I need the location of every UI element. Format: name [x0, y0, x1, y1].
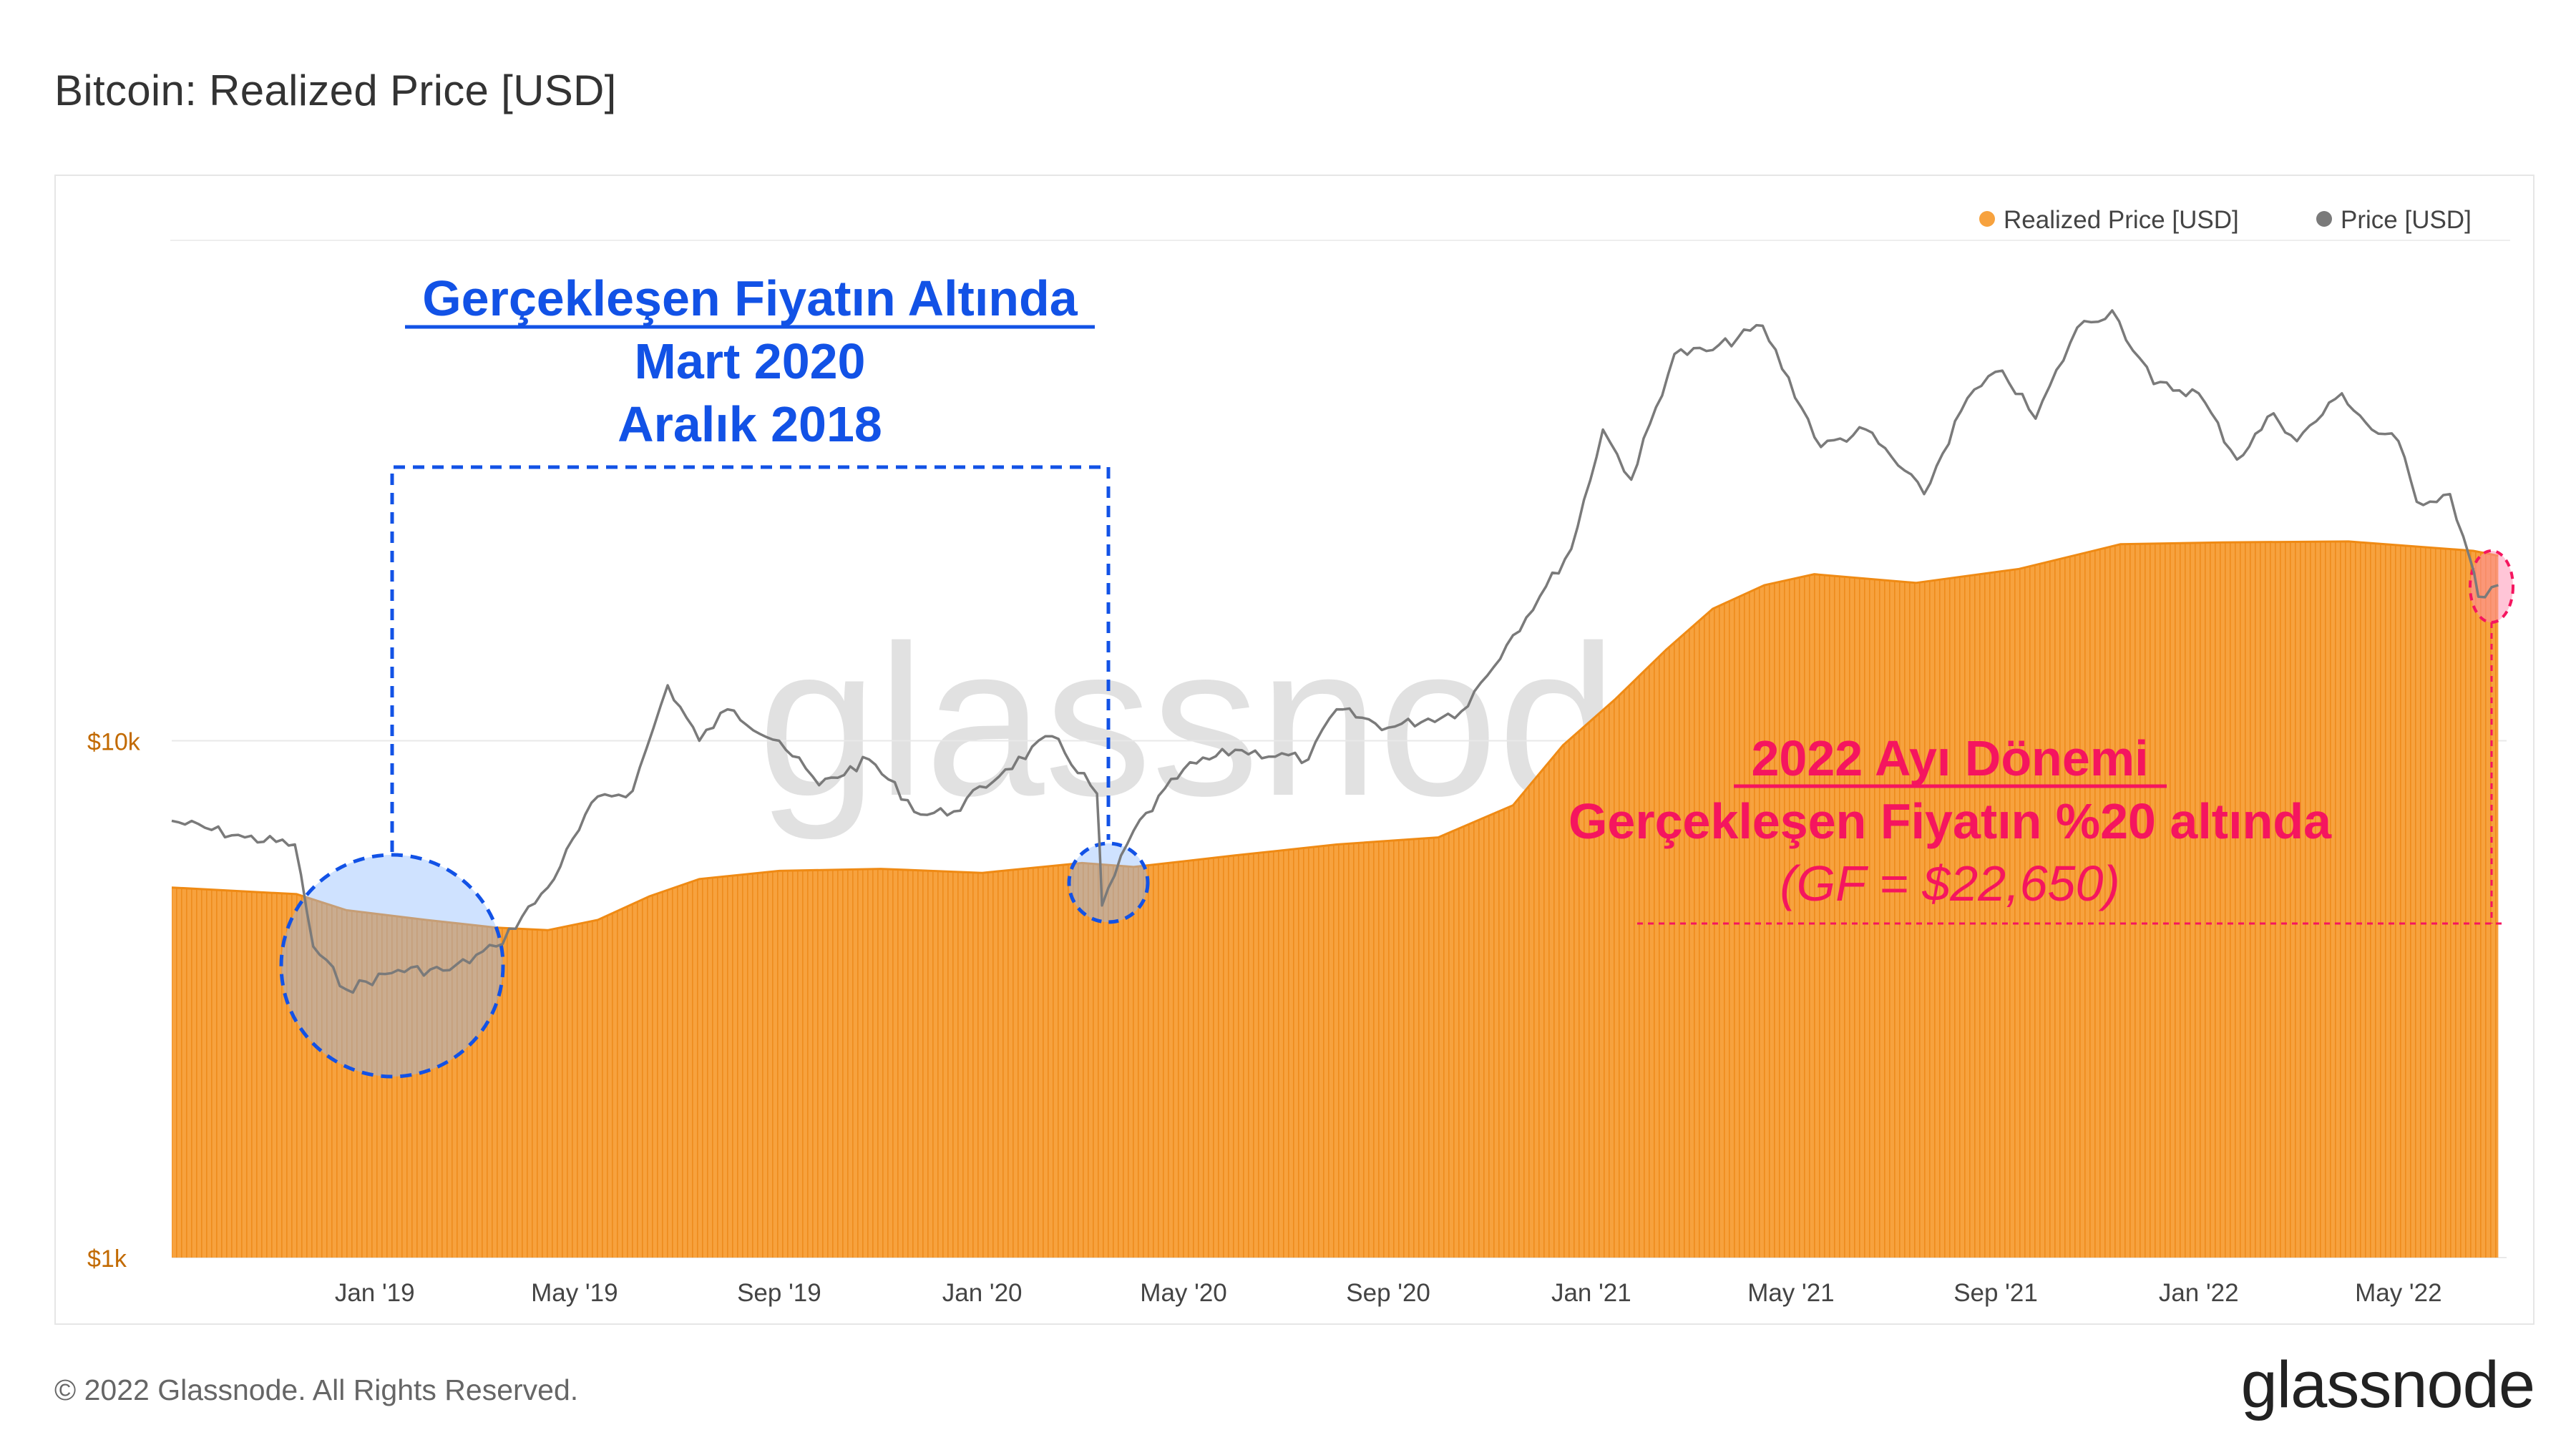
annotation-bracket	[390, 465, 1111, 852]
x-tick-label: Sep '21	[1953, 1279, 2038, 1307]
annotation-right: 2022 Ayı Dönemi Gerçekleşen Fiyatın %20 …	[1568, 730, 2332, 911]
page-title: Bitcoin: Realized Price [USD]	[54, 67, 617, 114]
legend-label-price: Price [USD]	[2341, 206, 2472, 234]
x-tick-label: Sep '19	[737, 1279, 821, 1307]
annotation-right-title: 2022 Ayı Dönemi	[1751, 730, 2148, 786]
annotation-left-line1: Mart 2020	[635, 333, 866, 389]
x-tick-label: Jan '21	[1551, 1279, 1631, 1307]
x-tick-label: May '20	[1140, 1279, 1226, 1307]
x-tick-label: Jan '22	[2159, 1279, 2239, 1307]
x-tick-label: Sep '20	[1346, 1279, 1430, 1307]
legend-marker-price	[2316, 211, 2332, 227]
y-tick-label: $10k	[87, 728, 141, 755]
legend-label-realized: Realized Price [USD]	[2004, 206, 2239, 234]
annotation-left: Gerçekleşen Fiyatın Altında Mart 2020 Ar…	[405, 270, 1095, 452]
legend-bg	[170, 197, 2510, 240]
realized-price-area	[172, 541, 2499, 1258]
chart-frame: glassnode Realized Price [USD] Price [US…	[54, 175, 2534, 1325]
highlight-circle-mar-2020	[1067, 841, 1150, 924]
footer-copyright: © 2022 Glassnode. All Rights Reserved.	[54, 1373, 579, 1406]
x-tick-label: May '19	[531, 1279, 618, 1307]
annotation-left-line2: Aralık 2018	[618, 396, 882, 452]
y-axis: $1k $10k	[87, 728, 141, 1273]
annotation-right-line2: (GF = $22,650)	[1780, 856, 2119, 911]
y-tick-label: $1k	[87, 1245, 127, 1273]
x-tick-label: May '21	[1747, 1279, 1834, 1307]
price-line	[171, 309, 2499, 994]
annotation-right-line1: Gerçekleşen Fiyatın %20 altında	[1568, 793, 2332, 849]
x-tick-label: May '22	[2355, 1279, 2441, 1307]
legend: Realized Price [USD] Price [USD]	[1979, 206, 2472, 234]
realized-price-chart: glassnode Realized Price [USD] Price [US…	[87, 197, 2514, 1307]
x-axis: Jan '19 May '19 Sep '19 Jan '20 May '20 Sep '…	[335, 1279, 2442, 1307]
legend-marker-realized	[1979, 211, 1995, 227]
realized-price-line	[171, 540, 2499, 931]
annotation-left-title: Gerçekleşen Fiyatın Altında	[422, 270, 1078, 326]
footer-logo: glassnode	[2240, 1348, 2535, 1421]
x-tick-label: Jan '19	[335, 1279, 415, 1307]
x-tick-label: Jan '20	[942, 1279, 1023, 1307]
highlight-circle-dec-2018	[279, 853, 505, 1079]
